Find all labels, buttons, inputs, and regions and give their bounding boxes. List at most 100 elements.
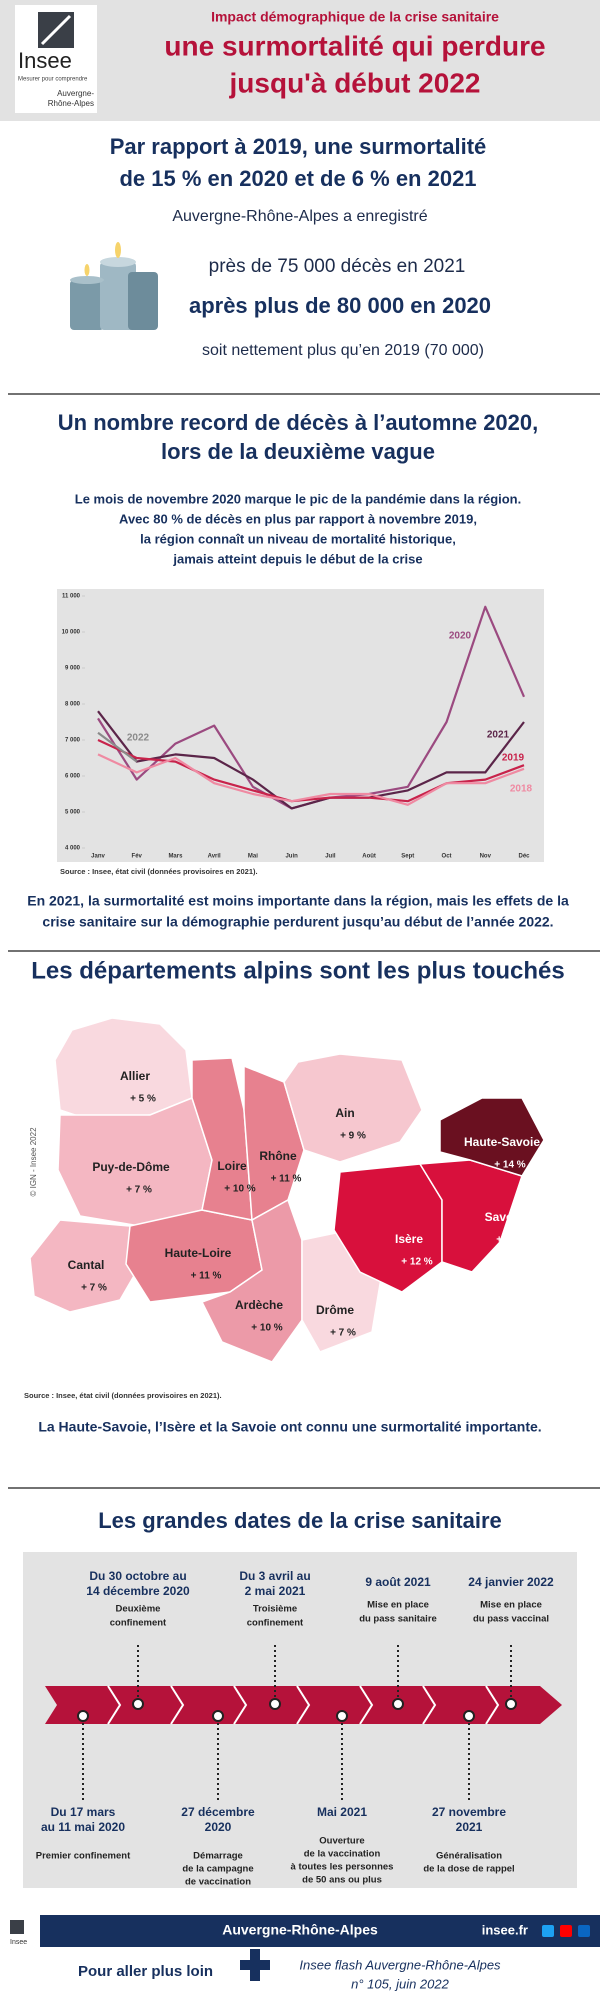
- section-title: lors de la deuxième vague: [161, 439, 435, 464]
- x-tick-label: Janv: [91, 854, 105, 860]
- footer-publication: Insee flash Auvergne-Rhône-Alpes: [299, 1957, 501, 1972]
- event-dot: [77, 1710, 89, 1722]
- x-tick-label: Fév: [132, 854, 143, 860]
- y-tick-label: 7 000: [65, 738, 81, 744]
- candles-illustration: [70, 242, 158, 330]
- logo-tagline: Mesurer pour comprendre: [18, 77, 88, 83]
- series-line: [97, 753, 525, 806]
- chevron: [422, 1685, 437, 1725]
- event-date: 27 novembre: [432, 1805, 506, 1819]
- event-description: Démarrage: [193, 1851, 243, 1862]
- candle: [100, 262, 136, 330]
- department-value: + 12 %: [401, 1257, 433, 1268]
- event-dot: [269, 1698, 281, 1710]
- logo-stroke: [40, 14, 72, 46]
- department: [191, 1057, 253, 1221]
- footer-logo: [10, 1920, 24, 1934]
- map-conclusion: La Haute-Savoie, l’Isère et la Savoie on…: [38, 1419, 541, 1435]
- candle-top: [100, 257, 136, 267]
- department: [29, 1219, 143, 1313]
- x-tick-label: Août: [362, 854, 376, 860]
- department-value: + 11 %: [191, 1271, 222, 1282]
- series-label: 2020: [449, 631, 472, 642]
- event-date: 27 décembre: [181, 1805, 255, 1819]
- line-chart: 4 000 5 000 6 000 7 000 8 000 9 000 10 000 11 0…: [62, 594, 533, 860]
- timeline-arrow: [45, 1686, 562, 1724]
- footer-logo-name: Insee: [10, 1939, 27, 1946]
- social-icon: [560, 1925, 572, 1937]
- department-name: Rhône: [259, 1149, 297, 1163]
- x-tick-label: Sept: [401, 854, 414, 860]
- department-name: Cantal: [68, 1258, 105, 1272]
- intro-headline: de 15 % en 2020 et de 6 % en 2021: [119, 166, 476, 191]
- section-conclusion: En 2021, la surmortalité est moins impor…: [27, 893, 569, 909]
- department-name: Savoie: [485, 1210, 524, 1224]
- header-title: une surmortalité qui perdure: [164, 30, 545, 61]
- map-credit: © IGN - Insee 2022: [29, 1127, 38, 1197]
- intro-lead: Auvergne-Rhône-Alpes a enregistré: [172, 208, 427, 225]
- series-label: 2018: [510, 784, 533, 795]
- department-name: Puy-de-Dôme: [92, 1160, 170, 1174]
- department-name: Haute-Savoie: [464, 1135, 540, 1149]
- department-name: Allier: [120, 1069, 150, 1083]
- footer-more: Pour aller plus loin: [78, 1963, 213, 1980]
- event-description: de vaccination: [185, 1877, 251, 1888]
- series-line: [97, 710, 525, 810]
- event-description: de la vaccination: [304, 1849, 381, 1860]
- intro-line3: soit nettement plus qu’en 2019 (70 000): [202, 342, 484, 359]
- department-value: + 9 %: [340, 1131, 366, 1142]
- department-value: + 7 %: [126, 1185, 152, 1196]
- department-name: Ain: [335, 1106, 354, 1120]
- event-description: confinement: [247, 1618, 304, 1629]
- footer-site: insee.fr: [482, 1922, 528, 1937]
- department-name: Drôme: [316, 1303, 354, 1317]
- department: [283, 1053, 423, 1163]
- x-tick-label: Oct: [442, 854, 452, 860]
- department-value: + 11 %: [271, 1174, 302, 1185]
- department-value: + 10 %: [224, 1184, 256, 1195]
- department-value: + 12 %: [496, 1235, 528, 1246]
- chevron: [233, 1685, 248, 1725]
- event-dot: [463, 1710, 475, 1722]
- chevron: [170, 1685, 185, 1725]
- candle: [128, 272, 158, 330]
- section-paragraph: Le mois de novembre 2020 marque le pic d…: [75, 491, 522, 506]
- department-value: + 10 %: [251, 1323, 283, 1334]
- footer-band: [40, 1915, 600, 1947]
- x-tick-label: Déc: [518, 854, 530, 860]
- event-description: Deuxième: [116, 1604, 161, 1615]
- texts: Insee Mesurer pour comprendre Auvergne-Rhô…: [10, 9, 590, 1991]
- x-tick-label: Nov: [480, 854, 492, 860]
- event-description: Premier confinement: [36, 1851, 131, 1862]
- event-description: Ouverture: [319, 1836, 364, 1847]
- event-description: de 50 ans ou plus: [302, 1875, 382, 1886]
- event-description: du pass sanitaire: [359, 1614, 437, 1625]
- section-title: Un nombre record de décès à l’automne 20…: [58, 410, 539, 435]
- chevron: [107, 1685, 122, 1725]
- footer-publication: n° 105, juin 2022: [351, 1976, 449, 1991]
- footer-region: Auvergne-Rhône-Alpes: [222, 1922, 378, 1938]
- kicker: Impact démographique de la crise sanitai…: [211, 9, 499, 25]
- event-description: de la campagne: [182, 1864, 253, 1875]
- event-description: Généralisation: [436, 1851, 502, 1862]
- header-band: [0, 0, 600, 121]
- section-paragraph: jamais atteint depuis le début de la cri…: [172, 551, 422, 566]
- map-source: Source : Insee, état civil (données prov…: [24, 1391, 222, 1400]
- intro-headline: Par rapport à 2019, une surmortalité: [110, 134, 487, 159]
- timeline-title: Les grandes dates de la crise sanitaire: [98, 1508, 502, 1533]
- event-dot: [392, 1698, 404, 1710]
- department-value: + 7 %: [330, 1328, 356, 1339]
- event-date: Mai 2021: [317, 1805, 367, 1819]
- y-tick-label: 5 000: [65, 810, 81, 816]
- series-label: 2022: [127, 733, 150, 744]
- series-label: 2019: [502, 753, 525, 764]
- x-tick-label: Mars: [168, 854, 183, 860]
- event-date: Du 17 mars: [51, 1805, 116, 1819]
- y-tick-label: 9 000: [65, 666, 81, 672]
- y-tick-label: 11 000: [62, 594, 81, 600]
- social-icon: [578, 1925, 590, 1937]
- department-value: + 14 %: [494, 1160, 526, 1171]
- series-line: [97, 731, 138, 763]
- flame: [84, 264, 90, 276]
